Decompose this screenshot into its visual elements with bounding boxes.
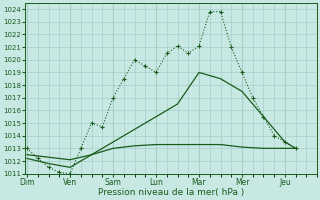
X-axis label: Pression niveau de la mer( hPa ): Pression niveau de la mer( hPa ) [98, 188, 244, 197]
